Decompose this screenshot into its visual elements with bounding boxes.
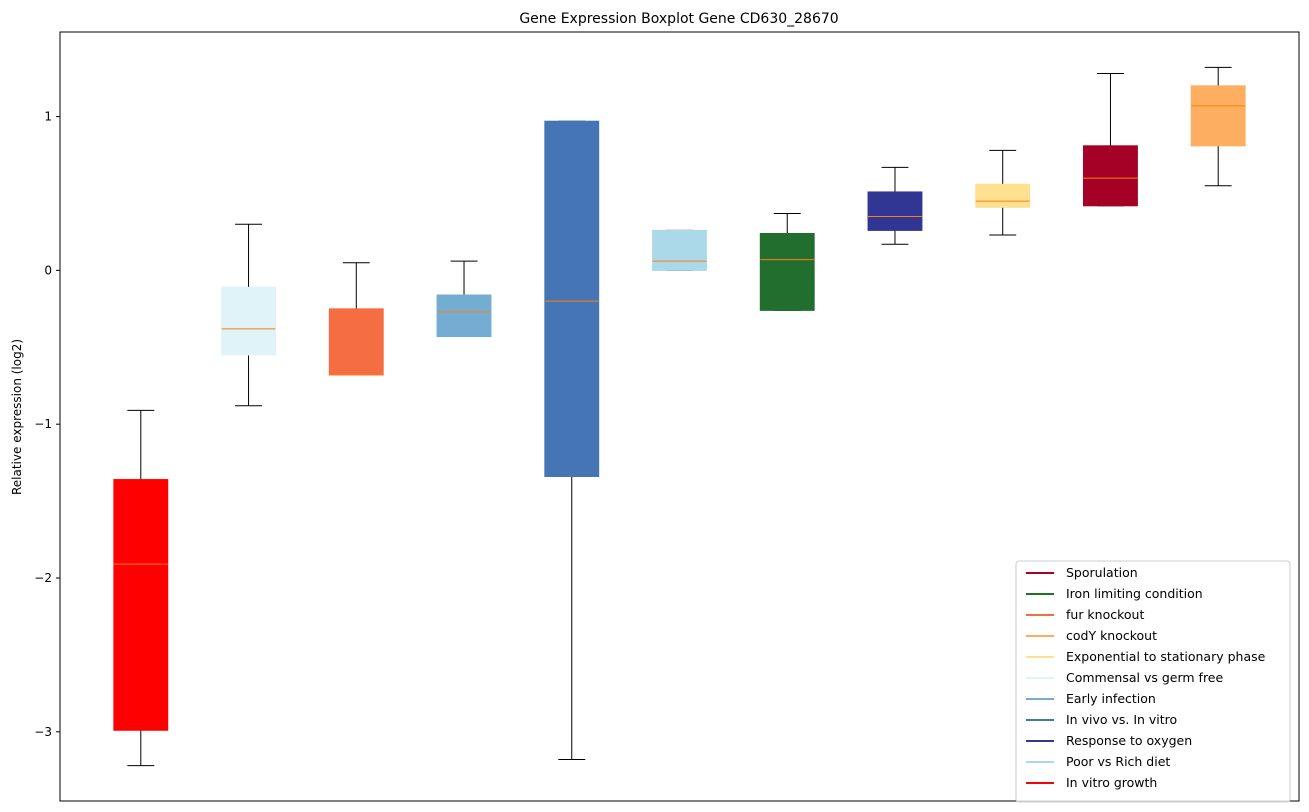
box-iqr [1083, 145, 1138, 207]
legend-label: Commensal vs germ free [1066, 670, 1223, 685]
legend-label: fur knockout [1066, 607, 1144, 622]
box-iqr [544, 120, 600, 477]
legend-label: In vivo vs. In vitro [1066, 712, 1177, 727]
y-tick-label: 1 [44, 110, 52, 124]
box-group [1083, 73, 1138, 207]
y-tick-label: −3 [34, 725, 52, 739]
box-iqr [759, 232, 815, 311]
legend-frame [1015, 560, 1291, 803]
legend-label: Exponential to stationary phase [1066, 649, 1266, 664]
box-iqr [436, 294, 492, 338]
legend-label: Sporulation [1066, 565, 1138, 580]
box-group [221, 223, 276, 407]
box-iqr [113, 479, 169, 731]
box-iqr [328, 308, 384, 376]
y-tick-label: −1 [34, 417, 52, 431]
plot-area [113, 66, 1246, 767]
box-group [113, 409, 169, 767]
box-iqr [652, 229, 707, 271]
y-axis-label: Relative expression (log2) [10, 339, 24, 495]
box-group [867, 166, 923, 245]
y-tick-label: −2 [34, 571, 52, 585]
box-iqr [975, 183, 1031, 208]
chart-title: Gene Expression Boxplot Gene CD630_28670 [519, 11, 838, 27]
legend-label: Poor vs Rich diet [1066, 754, 1170, 769]
box-group [1190, 66, 1246, 187]
box-group [544, 120, 600, 760]
legend-label: In vitro growth [1066, 775, 1157, 790]
box-group [652, 229, 707, 271]
legend: Sporulation Iron limiting condition fur kn… [1015, 560, 1291, 803]
plot-frame [59, 31, 1300, 802]
legend-label: codY knockout [1066, 628, 1157, 643]
box-group [759, 212, 815, 311]
box-iqr [1190, 85, 1246, 147]
legend-label: Early infection [1066, 691, 1156, 706]
box-group [975, 149, 1031, 236]
legend-label: Iron limiting condition [1066, 586, 1203, 601]
y-axis: −3 −2 −1 0 1 [34, 110, 60, 739]
y-tick-label: 0 [44, 263, 52, 277]
legend-label: Response to oxygen [1066, 733, 1192, 748]
box-group [328, 262, 384, 376]
box-iqr [221, 286, 276, 356]
box-iqr [867, 191, 923, 231]
box-group [436, 260, 492, 338]
